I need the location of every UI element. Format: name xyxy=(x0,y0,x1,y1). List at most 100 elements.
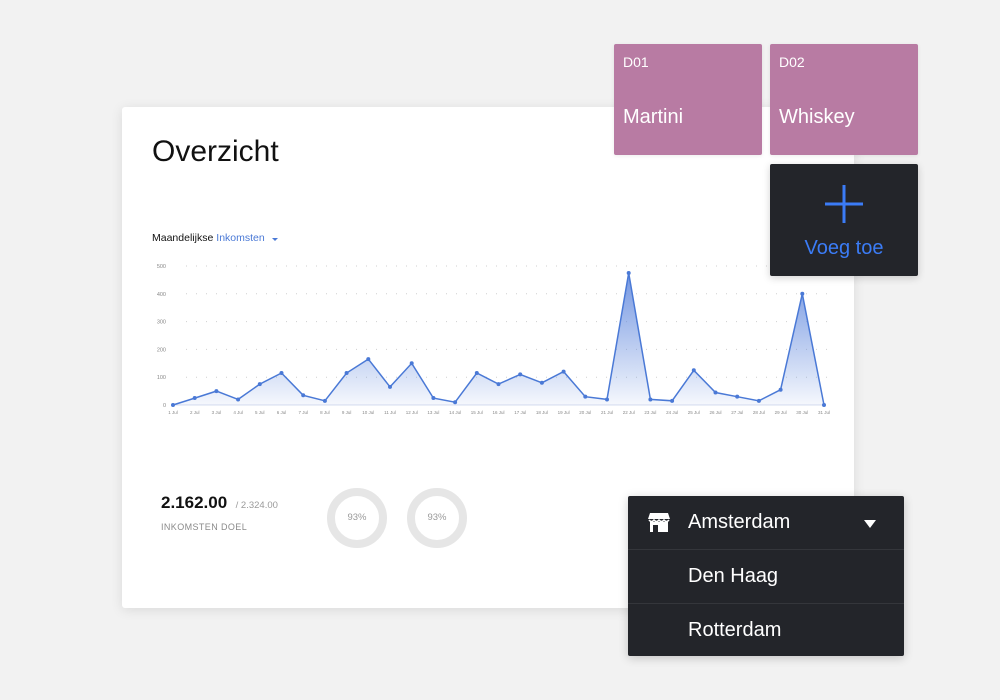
x-tick-label: 22 Jul xyxy=(623,410,635,415)
caret-down-icon xyxy=(864,520,876,528)
y-tick-label: 400 xyxy=(157,292,166,298)
x-tick-label: 14 Jul xyxy=(449,410,461,415)
data-point[interactable] xyxy=(539,380,544,385)
data-point[interactable] xyxy=(605,397,609,402)
data-point[interactable] xyxy=(322,398,327,403)
dropdown-selected-label: Amsterdam xyxy=(688,511,791,533)
store-icon xyxy=(648,513,670,532)
donut-ring-icon xyxy=(407,488,467,548)
overview-card: Overzicht Maandelijkse Inkomsten 0 100 200… xyxy=(122,107,854,608)
revenue-target: / 2.324.00 xyxy=(235,500,278,511)
x-tick-label: 28 Jul xyxy=(753,410,765,415)
dropdown-selected[interactable]: Amsterdam xyxy=(628,496,904,550)
x-tick-label: 20 Jul xyxy=(579,410,591,415)
data-point[interactable] xyxy=(236,397,241,402)
tile-code: D01 xyxy=(623,54,649,70)
x-tick-label: 9 Jul xyxy=(342,410,352,415)
tile-name: Martini xyxy=(623,106,684,128)
y-tick-label: 100 xyxy=(157,375,166,381)
donut-percent: 93% xyxy=(427,512,447,523)
revenue-caption: INKOMSTEN DOEL xyxy=(161,522,248,532)
location-dropdown[interactable]: Amsterdam Den Haag Rotterdam xyxy=(628,496,904,656)
data-point[interactable] xyxy=(192,396,197,401)
tile-name: Whiskey xyxy=(779,106,855,128)
x-tick-label: 21 Jul xyxy=(601,410,613,415)
donut-chart: 93% xyxy=(326,487,388,549)
add-button-label: Voeg toe xyxy=(804,237,884,259)
data-point[interactable] xyxy=(301,393,306,398)
x-tick-label: 11 Jul xyxy=(384,410,396,415)
data-point[interactable] xyxy=(453,400,458,405)
data-point[interactable] xyxy=(691,368,696,373)
dropdown-option-label: Rotterdam xyxy=(688,619,782,641)
data-point[interactable] xyxy=(214,389,219,394)
data-point[interactable] xyxy=(171,403,175,407)
x-tick-label: 5 Jul xyxy=(255,410,265,415)
data-point[interactable] xyxy=(756,398,761,403)
data-point[interactable] xyxy=(279,371,284,376)
data-point[interactable] xyxy=(496,382,501,387)
data-point[interactable] xyxy=(778,387,783,392)
x-tick-label: 19 Jul xyxy=(558,410,570,415)
chart-label-prefix: Maandelijkse xyxy=(152,232,214,244)
data-point[interactable] xyxy=(344,371,349,376)
data-point[interactable] xyxy=(670,398,675,403)
data-point[interactable] xyxy=(713,390,718,395)
tile-code: D02 xyxy=(779,54,805,70)
chevron-down-icon xyxy=(271,237,278,241)
data-point[interactable] xyxy=(648,397,653,402)
donut-ring-icon xyxy=(327,488,387,548)
data-point[interactable] xyxy=(561,369,566,374)
revenue-value: 2.162.00 xyxy=(161,493,228,512)
x-tick-label: 10 Jul xyxy=(362,410,374,415)
data-point[interactable] xyxy=(409,361,414,366)
data-point[interactable] xyxy=(474,371,479,376)
chart-metric-selector[interactable]: Maandelijkse Inkomsten xyxy=(152,232,278,244)
x-tick-label: 25 Jul xyxy=(688,410,700,415)
donut-chart: 93% xyxy=(406,487,468,549)
data-point[interactable] xyxy=(366,357,371,362)
revenue-stats: 2.162.00 / 2.324.00 INKOMSTEN DOEL xyxy=(161,493,278,532)
dropdown-option[interactable]: Den Haag xyxy=(628,550,904,604)
data-point[interactable] xyxy=(583,394,588,399)
x-tick-label: 24 Jul xyxy=(666,410,678,415)
revenue-chart: 0 100 200 300 400 500 1 Jul 2 Jul 3 Jul 4 Jul 5 Ju… xyxy=(157,264,830,415)
data-point[interactable] xyxy=(257,382,262,387)
y-tick-label: 300 xyxy=(157,320,166,326)
page-title: Overzicht xyxy=(152,135,279,168)
x-tick-label: 29 Jul xyxy=(775,410,787,415)
x-tick-label: 23 Jul xyxy=(644,410,656,415)
x-tick-label: 16 Jul xyxy=(492,410,504,415)
x-tick-label: 15 Jul xyxy=(471,410,483,415)
dropdown-option[interactable]: Rotterdam xyxy=(628,604,904,657)
data-point[interactable] xyxy=(800,291,805,296)
y-tick-label: 0 xyxy=(163,403,166,409)
x-tick-label: 6 Jul xyxy=(277,410,287,415)
x-tick-label: 17 Jul xyxy=(514,410,526,415)
data-point[interactable] xyxy=(431,396,436,401)
x-tick-label: 12 Jul xyxy=(406,410,418,415)
data-point[interactable] xyxy=(518,372,523,377)
x-tick-label: 30 Jul xyxy=(796,410,808,415)
add-button[interactable]: Voeg toe xyxy=(770,164,918,276)
product-tile-d01[interactable]: D01 Martini xyxy=(614,44,762,155)
x-tick-label: 7 Jul xyxy=(298,410,308,415)
data-point[interactable] xyxy=(822,403,826,407)
data-point[interactable] xyxy=(626,270,631,275)
x-tick-label: 3 Jul xyxy=(212,410,222,415)
x-tick-label: 4 Jul xyxy=(233,410,243,415)
x-tick-label: 1 Jul xyxy=(168,410,178,415)
product-tile-d02[interactable]: D02 Whiskey xyxy=(770,44,918,155)
x-tick-label: 27 Jul xyxy=(731,410,743,415)
x-tick-label: 26 Jul xyxy=(709,410,721,415)
dropdown-option-label: Den Haag xyxy=(688,565,779,587)
y-tick-label: 500 xyxy=(157,264,166,270)
y-tick-label: 200 xyxy=(157,347,166,353)
data-point[interactable] xyxy=(388,384,392,389)
data-point[interactable] xyxy=(735,394,740,399)
plus-icon xyxy=(825,185,863,223)
x-tick-label: 2 Jul xyxy=(190,410,200,415)
chart-label-metric: Inkomsten xyxy=(216,232,265,244)
x-tick-label: 8 Jul xyxy=(320,410,330,415)
x-tick-label: 31 Jul xyxy=(818,410,830,415)
